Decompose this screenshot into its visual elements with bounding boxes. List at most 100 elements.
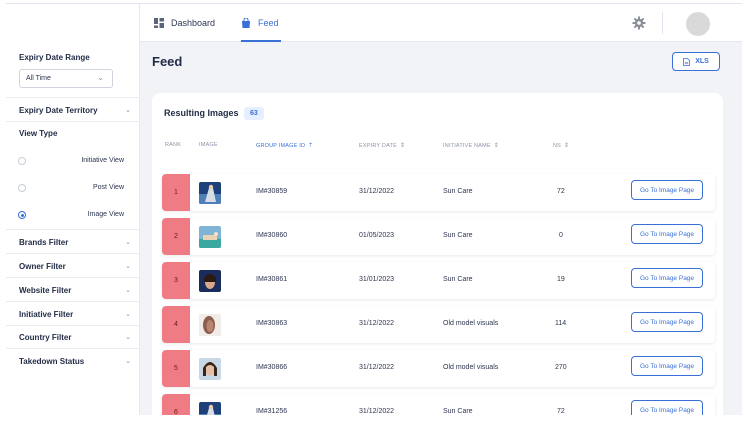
ns-value: 270 <box>555 364 567 371</box>
column-header-initiative-name[interactable]: INITIATIVE NAME ⇕ <box>443 142 499 149</box>
filter-label: Brands Filter <box>19 238 69 247</box>
shopping-bag-icon <box>242 18 250 28</box>
radio-button-selected[interactable] <box>18 211 26 219</box>
brand-area <box>6 4 140 42</box>
export-xls-button[interactable]: XLS <box>672 52 720 71</box>
results-title: Resulting Images <box>164 108 239 118</box>
table-row: 6 IM#31256 31/12/2022 Sun Care 72 Go To … <box>162 394 715 415</box>
go-to-image-page-button[interactable]: Go To Image Page <box>631 356 703 376</box>
radio-button[interactable] <box>18 157 26 165</box>
tab-dashboard[interactable]: Dashboard <box>154 4 215 42</box>
divider <box>6 348 140 349</box>
expiry-date: 31/12/2022 <box>359 408 395 415</box>
divider <box>6 301 140 302</box>
rank-cell: 2 <box>162 218 190 255</box>
expiry-date-range-select[interactable]: All Time ⌄ <box>19 69 113 88</box>
group-image-id: IM#30866 <box>256 364 288 371</box>
filter-label: Initiative Filter <box>19 310 74 319</box>
filter-label: Takedown Status <box>19 357 85 366</box>
go-to-image-page-button[interactable]: Go To Image Page <box>631 180 703 200</box>
gear-icon[interactable] <box>632 16 646 30</box>
view-type-heading: View Type <box>19 129 58 138</box>
radio-initiative-view[interactable]: Initiative View <box>6 156 140 168</box>
divider <box>6 325 140 326</box>
column-header-ns[interactable]: NS ⇕ <box>553 142 569 149</box>
results-count-badge: 63 <box>244 107 264 120</box>
go-to-image-page-button[interactable]: Go To Image Page <box>631 268 703 288</box>
radio-button[interactable] <box>18 184 26 192</box>
radio-label: Image View <box>87 211 124 218</box>
initiative-name: Old model visuals <box>443 364 499 371</box>
ns-value: 72 <box>557 408 565 415</box>
results-card: Resulting Images 63 RANK IMAGE GROUP IMA… <box>152 93 723 415</box>
expiry-date: 31/12/2022 <box>359 320 395 327</box>
user-avatar[interactable] <box>686 12 710 36</box>
active-tab-indicator <box>241 40 281 42</box>
select-value: All Time <box>26 75 51 82</box>
radio-label: Post View <box>93 184 124 191</box>
rank-cell: 1 <box>162 174 190 211</box>
sort-icon: ⇕ <box>493 143 500 149</box>
filter-label: Expiry Date Territory <box>19 106 98 115</box>
expiry-date-range-heading: Expiry Date Range <box>19 53 90 62</box>
ns-value: 0 <box>559 232 563 239</box>
table-row: 2 IM#30860 01/05/2023 Sun Care 0 Go To I… <box>162 218 715 255</box>
chevron-down-icon: ⌄ <box>125 311 131 318</box>
initiative-name: Sun Care <box>443 408 473 415</box>
sort-icon: ⇡ <box>308 143 314 149</box>
column-header-label: EXPIRY DATE <box>359 143 397 149</box>
rank-cell: 4 <box>162 306 190 343</box>
export-xls-label: XLS <box>695 58 709 65</box>
column-header-rank: RANK <box>165 142 182 148</box>
app-frame: Dashboard Feed <box>6 3 742 415</box>
top-navigation: Dashboard Feed <box>6 4 742 42</box>
image-thumbnail[interactable] <box>199 182 221 204</box>
go-to-image-page-button[interactable]: Go To Image Page <box>631 312 703 332</box>
tab-feed[interactable]: Feed <box>241 4 281 42</box>
filter-label: Country Filter <box>19 333 72 342</box>
filter-label: Website Filter <box>19 286 72 295</box>
expiry-date: 31/12/2022 <box>359 364 395 371</box>
ns-value: 72 <box>557 188 565 195</box>
divider <box>6 97 140 98</box>
chevron-down-icon: ⌄ <box>125 358 131 365</box>
divider <box>6 229 140 230</box>
image-thumbnail[interactable] <box>199 402 221 415</box>
divider <box>6 253 140 254</box>
divider <box>6 277 140 278</box>
table-row: 4 IM#30863 31/12/2022 Old model visuals … <box>162 306 715 343</box>
column-header-group-image-id[interactable]: GROUP IMAGE ID ⇡ <box>256 142 313 149</box>
column-header-image: IMAGE <box>199 142 218 148</box>
expiry-date: 31/12/2022 <box>359 188 395 195</box>
group-image-id: IM#30861 <box>256 276 288 283</box>
expiry-date: 31/01/2023 <box>359 276 395 283</box>
radio-post-view[interactable]: Post View <box>6 183 140 195</box>
go-to-image-page-button[interactable]: Go To Image Page <box>631 400 703 415</box>
chevron-down-icon: ⌄ <box>97 73 104 82</box>
rank-cell: 6 <box>162 394 190 415</box>
chevron-down-icon: ⌄ <box>125 334 131 341</box>
image-thumbnail[interactable] <box>199 226 221 248</box>
image-thumbnail[interactable] <box>199 314 221 336</box>
radio-label: Initiative View <box>81 157 124 164</box>
ns-value: 19 <box>557 276 565 283</box>
dashboard-grid-icon <box>154 18 164 28</box>
table-row: 5 IM#30866 31/12/2022 Old model visuals … <box>162 350 715 387</box>
initiative-name: Sun Care <box>443 276 473 283</box>
image-thumbnail[interactable] <box>199 270 221 292</box>
rank-cell: 5 <box>162 350 190 387</box>
radio-image-view[interactable]: Image View <box>6 210 140 222</box>
divider <box>6 121 140 122</box>
go-to-image-page-button[interactable]: Go To Image Page <box>631 224 703 244</box>
document-icon <box>683 57 691 66</box>
sort-icon: ⇕ <box>564 143 570 149</box>
sort-icon: ⇕ <box>399 143 406 149</box>
group-image-id: IM#30860 <box>256 232 288 239</box>
rank-cell: 3 <box>162 262 190 299</box>
column-header-label: GROUP IMAGE ID <box>256 143 306 149</box>
divider <box>662 12 663 34</box>
column-header-label: INITIATIVE NAME <box>443 143 491 149</box>
column-header-expiry-date[interactable]: EXPIRY DATE ⇕ <box>359 142 405 149</box>
image-thumbnail[interactable] <box>199 358 221 380</box>
filter-label: Owner Filter <box>19 262 66 271</box>
